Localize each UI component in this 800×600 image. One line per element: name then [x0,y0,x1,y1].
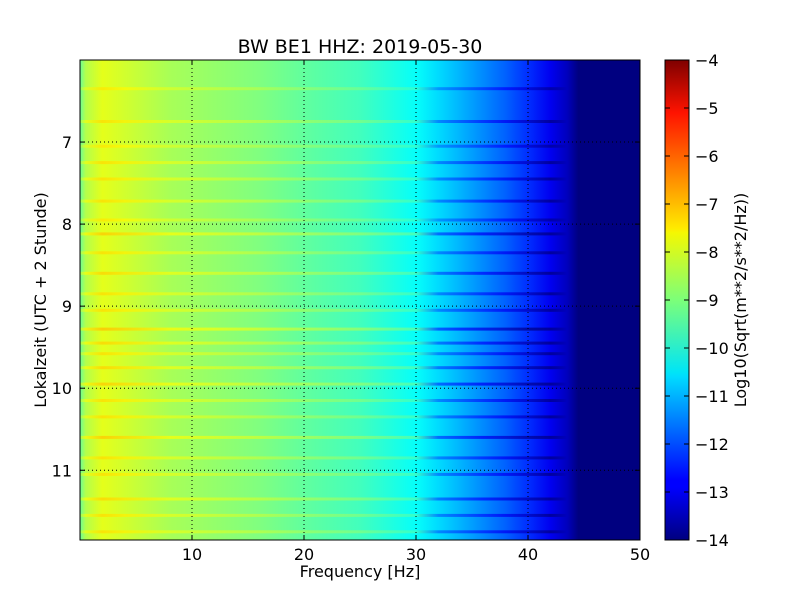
colorbar-tick-label: −5 [695,99,719,118]
y-tick-label: 10 [52,379,72,398]
noise-band [80,177,640,181]
colorbar-tick-label: −10 [695,339,729,358]
spectrogram-image [80,60,640,540]
colorbar-tick-label: −8 [695,243,719,262]
x-tick-label: 30 [406,545,426,564]
grid-lines [80,60,640,540]
colorbar-tick-label: −12 [695,435,729,454]
noise-band [80,144,640,148]
colorbar-tick-label: −11 [695,387,729,406]
noise-band [80,161,640,165]
noise-band [80,497,640,501]
noise-band [80,341,640,345]
noise-band [80,399,640,402]
plot-area [80,60,640,540]
noise-band [80,308,640,312]
noise-band [80,530,640,534]
x-tick-label: 20 [294,545,314,564]
noise-band [80,218,640,222]
x-axis: 10 20 30 40 50 [182,60,650,564]
noise-band [80,292,640,296]
x-axis-label: Frequency [Hz] [300,562,421,581]
noise-band [80,120,640,123]
plot-frame [79,59,641,541]
colorbar-tick-label: −13 [695,483,729,502]
y-axis-label: Lokalzeit (UTC + 2 Stunde) [31,192,50,407]
x-tick-label: 10 [182,545,202,564]
noise-band [80,382,640,386]
noise-band [80,251,640,255]
noise-band [80,472,640,476]
noise-band [80,199,640,203]
x-tick-label: 40 [518,545,538,564]
y-tick-label: 9 [62,297,72,316]
noise-band [80,87,640,91]
noise-band [80,366,640,370]
noise-band [80,435,640,439]
colorbar-tick-label: −9 [695,291,719,310]
y-tick-label: 7 [62,133,72,152]
noise-band [80,456,640,460]
noise-band [80,232,640,236]
noise-band [80,352,640,356]
colorbar-label: Log10(Sqrt(m**2/s**2/Hz)) [731,193,750,408]
chart-title: BW BE1 HHZ: 2019-05-30 [238,36,483,58]
noise-band [80,513,640,517]
noise-band [80,271,640,275]
colorbar-axis: −4 −5 −6 −7 −8 −9 −10 −11 −12 −13 −14 [665,51,729,550]
colorbar-tick-label: −6 [695,147,719,166]
y-tick-label: 11 [52,461,72,480]
x-tick-label: 50 [630,545,650,564]
noise-band [80,327,640,331]
y-axis: 7 8 9 10 11 [52,133,640,480]
noise-bands [80,87,640,534]
noise-band [80,415,640,419]
colorbar-tick-label: −14 [695,531,729,550]
y-tick-label: 8 [62,215,72,234]
colorbar-tick-label: −4 [695,51,719,70]
colorbar-tick-label: −7 [695,195,719,214]
